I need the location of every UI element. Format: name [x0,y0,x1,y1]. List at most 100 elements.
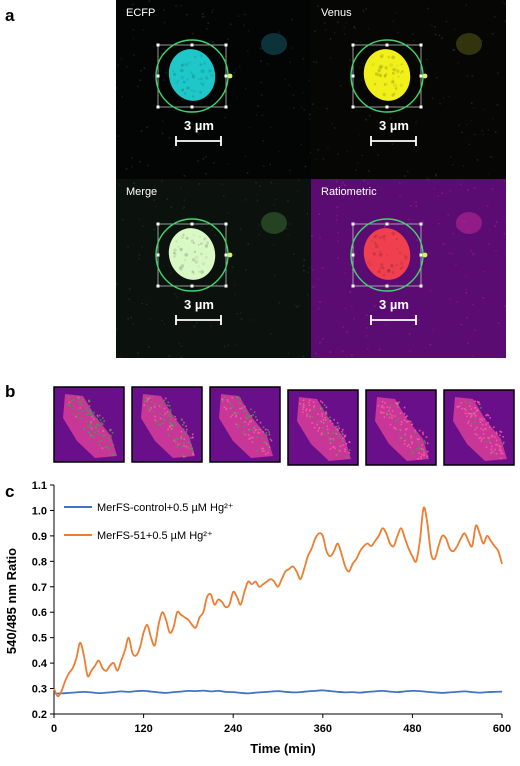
panel-c-chart: 0.2 0.3 0.4 0.5 0.6 0.7 0.8 0.9 1.0 1.1 0 120 240 36… [0,474,520,761]
tile-background [116,0,311,179]
neighbour-cell [261,33,287,55]
roi-handle [351,105,355,109]
panel-b-frame-strip [53,386,515,466]
tile-label: Merge [126,186,157,198]
roi-handle [419,74,423,78]
roi-handle [385,284,389,288]
cell-body [168,49,216,101]
series-line-1 [53,689,503,695]
roi-handle [156,222,160,226]
ratiometric-frame [53,386,125,463]
roi-handle [190,222,194,226]
legend-label: MerFS-51+0.5 µM Hg²⁺ [97,530,213,542]
tile-background [311,0,506,179]
legend: MerFS-control+0.5 µM Hg²⁺ MerFS-51+0.5 µM… [64,502,234,542]
panel-a-microscopy-grid: ECFP 3 µm Venus 3 µm Merge 3 µm Ratiometric 3 µ… [116,0,506,358]
roi-handle [156,253,160,257]
y-tick-label: 0.4 [32,658,48,670]
ratiometric-frame [443,389,515,466]
y-tick-label: 0.7 [32,582,47,594]
cell-body [168,228,216,280]
roi-handle [224,253,228,257]
series-group [53,506,503,698]
x-tick-label: 360 [314,723,332,735]
roi-handle [190,105,194,109]
roi-handle [224,43,228,47]
roi-handle [351,222,355,226]
scale-bar-label: 3 µm [379,297,409,312]
roi-handle [224,284,228,288]
y-tick-label: 1.0 [32,505,47,517]
micrograph-tile-ratiometric: Ratiometric 3 µm [311,179,506,358]
panel-label-c: c [5,482,15,501]
roi-handle [224,105,228,109]
roi-handle [224,74,228,78]
neighbour-cell [456,33,482,55]
roi-handle [419,222,423,226]
roi-handle [156,284,160,288]
cell-region [375,397,429,461]
roi-handle [385,222,389,226]
x-tick-label: 120 [134,723,152,735]
roi-handle [190,284,194,288]
y-tick-label: 0.6 [32,607,47,619]
cell-region [297,397,351,461]
tile-background [311,179,506,358]
y-tick-label: 1.1 [32,480,47,492]
roi-handle [419,43,423,47]
micrograph-tile-ecfp: ECFP 3 µm [116,0,311,179]
cell-region [141,394,195,458]
roi-circle-handle [227,73,233,79]
series-line-2 [53,506,503,698]
ratio-line-chart: 0.2 0.3 0.4 0.5 0.6 0.7 0.8 0.9 1.0 1.1 0 120 240 36… [4,480,511,756]
tile-label: Venus [321,7,352,19]
scale-bar-label: 3 µm [379,118,409,133]
roi-handle [419,284,423,288]
y-tick-label: 0.2 [32,709,47,721]
roi-circle-handle [422,73,428,79]
tile-label: ECFP [126,7,155,19]
legend-label: MerFS-control+0.5 µM Hg²⁺ [97,502,234,514]
x-tick-label: 0 [51,723,57,735]
micrograph-tile-venus: Venus 3 µm [311,0,506,179]
y-tick-label: 0.3 [32,684,47,696]
roi-circle-handle [227,252,233,258]
cell-body [363,49,411,101]
scale-bar-label: 3 µm [184,297,214,312]
y-tick-label: 0.9 [32,531,47,543]
panel-label-b: b [5,382,16,401]
x-axis-label: Time (min) [250,741,316,756]
cell-body [363,228,411,280]
neighbour-cell [261,212,287,234]
y-axis-ticks: 0.2 0.3 0.4 0.5 0.6 0.7 0.8 0.9 1.0 1.1 [32,480,54,721]
x-axis-ticks: 0 120 240 360 480 600 [51,714,511,735]
panel-label-a: a [5,6,15,25]
tile-label: Ratiometric [321,186,377,198]
x-tick-label: 480 [403,723,421,735]
ratiometric-frame [365,389,437,466]
ratiometric-frame [287,389,359,466]
x-tick-label: 240 [224,723,242,735]
roi-handle [351,74,355,78]
roi-circle-handle [422,252,428,258]
roi-handle [419,253,423,257]
roi-handle [156,43,160,47]
roi-handle [156,105,160,109]
roi-handle [385,43,389,47]
cell-region [453,397,507,461]
roi-handle [351,43,355,47]
y-tick-label: 0.5 [32,633,47,645]
scale-bar-label: 3 µm [184,118,214,133]
micrograph-tile-merge: Merge 3 µm [116,179,311,358]
y-tick-label: 0.8 [32,556,47,568]
neighbour-cell [456,212,482,234]
roi-handle [419,105,423,109]
x-tick-label: 600 [493,723,511,735]
roi-handle [351,253,355,257]
ratiometric-frame [131,386,203,463]
roi-handle [190,43,194,47]
cell-region [219,394,273,458]
roi-handle [224,222,228,226]
roi-handle [156,74,160,78]
roi-handle [351,284,355,288]
